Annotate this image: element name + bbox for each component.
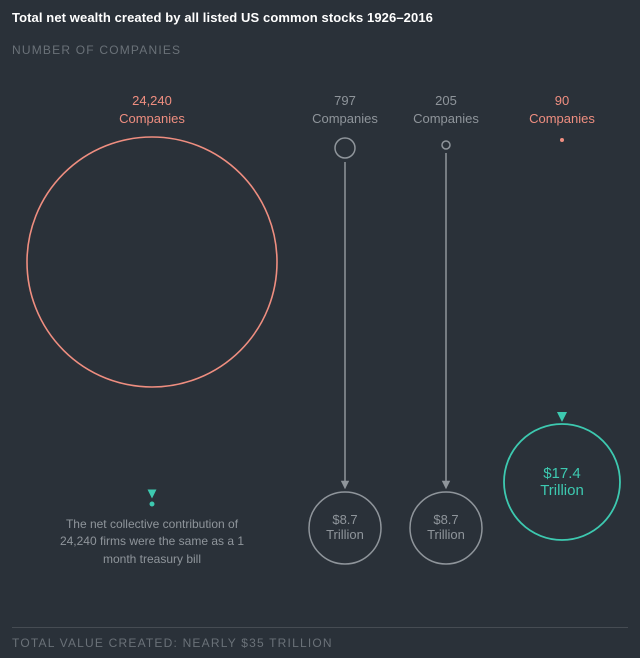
col2-top-circle (335, 138, 355, 158)
col3-value: $8.7 Trillion (411, 512, 481, 542)
chart-footer: TOTAL VALUE CREATED: NEARLY $35 TRILLION (12, 627, 628, 650)
col1-bottom-dot (150, 502, 155, 507)
col4-value: $17.4 Trillion (522, 465, 602, 499)
col2-value-unit: Trillion (326, 527, 364, 542)
col2-value: $8.7 Trillion (310, 512, 380, 542)
col1-caption: The net collective contribution of 24,24… (52, 516, 252, 568)
col2-value-num: $8.7 (332, 512, 357, 527)
col1-top-circle (27, 137, 277, 387)
col4-value-num: $17.4 (543, 465, 581, 482)
col3-top-circle (442, 141, 450, 149)
col3-value-unit: Trillion (427, 527, 465, 542)
col4-top-dot (560, 138, 564, 142)
col3-value-num: $8.7 (433, 512, 458, 527)
col4-value-unit: Trillion (540, 482, 584, 499)
